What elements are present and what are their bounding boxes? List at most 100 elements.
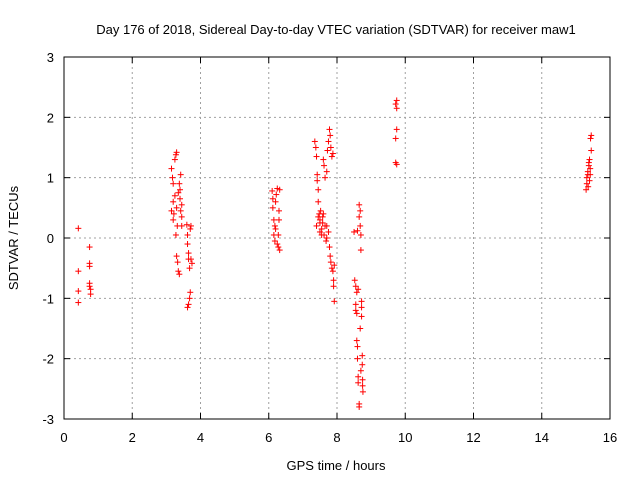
data-point [354,343,361,350]
data-point [177,207,184,214]
data-point [357,231,364,238]
data-point [359,388,366,395]
data-point [276,247,283,254]
data-point [359,382,366,389]
data-point [75,299,82,306]
data-point [358,313,365,320]
data-point [313,153,320,160]
data-point [326,244,333,251]
data-point [271,238,278,245]
data-point [187,289,194,296]
y-tick-label: -3 [42,412,54,427]
data-point [325,138,332,145]
data-point [185,250,192,257]
y-tick-label: 0 [47,231,54,246]
data-point [188,260,195,267]
data-point [170,210,177,217]
data-point [325,228,332,235]
data-point [352,283,359,290]
data-point [330,283,337,290]
data-point [318,225,325,232]
data-point [316,228,323,235]
data-point [393,105,400,112]
data-point [583,180,590,187]
data-point [353,310,360,317]
data-point [320,156,327,163]
data-point [176,271,183,278]
data-point [187,225,194,232]
data-point [175,189,182,196]
data-point [351,228,358,235]
data-point [319,219,326,226]
data-point [586,177,593,184]
data-point [331,262,338,269]
x-tick-label: 8 [333,430,340,445]
grid [64,57,610,419]
data-point [275,216,282,223]
data-point [275,207,282,214]
data-point [186,265,193,272]
data-point [359,361,366,368]
data-point [583,174,590,181]
data-point [354,227,361,234]
data-point [75,268,82,275]
data-point [170,216,177,223]
data-point [358,304,365,311]
data-point [583,186,590,193]
chart-title: Day 176 of 2018, Sidereal Day-to-day VTE… [96,22,576,37]
data-point [321,231,328,238]
y-tick-label: 3 [47,50,54,65]
data-point [174,259,181,266]
data-point [173,149,180,156]
data-point [588,132,595,139]
data-point [331,298,338,305]
y-tick-label: -2 [42,352,54,367]
data-point [75,225,82,232]
data-point [177,186,184,193]
data-point [171,156,178,163]
data-point [171,192,178,199]
data-point [584,168,591,175]
data-point [168,207,175,214]
data-point [270,216,277,223]
data-point [272,198,279,205]
x-tick-label: 0 [60,430,67,445]
data-point [353,337,360,344]
data-point [587,171,594,178]
data-point [327,253,334,260]
data-point [75,288,82,295]
data-point [358,298,365,305]
data-point [86,263,93,270]
data-point [170,180,177,187]
data-point [355,286,362,293]
data-point [326,126,333,133]
data-point [86,244,93,251]
y-tick-label: -1 [42,291,54,306]
data-point [359,352,366,359]
data-point [87,291,94,298]
data-point [587,135,594,142]
data-point [359,376,366,383]
data-point [353,289,360,296]
x-tick-label: 2 [129,430,136,445]
data-point [351,277,358,284]
data-point [187,222,194,229]
data-point [320,210,327,217]
data-point [315,186,322,193]
data-point [314,171,321,178]
data-point [393,126,400,133]
data-point [585,183,592,190]
x-tick-label: 6 [265,430,272,445]
data-point [184,241,191,248]
data-point [323,235,330,241]
data-point [330,277,337,284]
data-point [356,213,363,220]
data-point [329,268,336,275]
x-tick-label: 14 [535,430,549,445]
data-point [357,207,364,214]
data-point [273,191,280,198]
x-tick-label: 12 [466,430,480,445]
data-point [357,222,364,229]
